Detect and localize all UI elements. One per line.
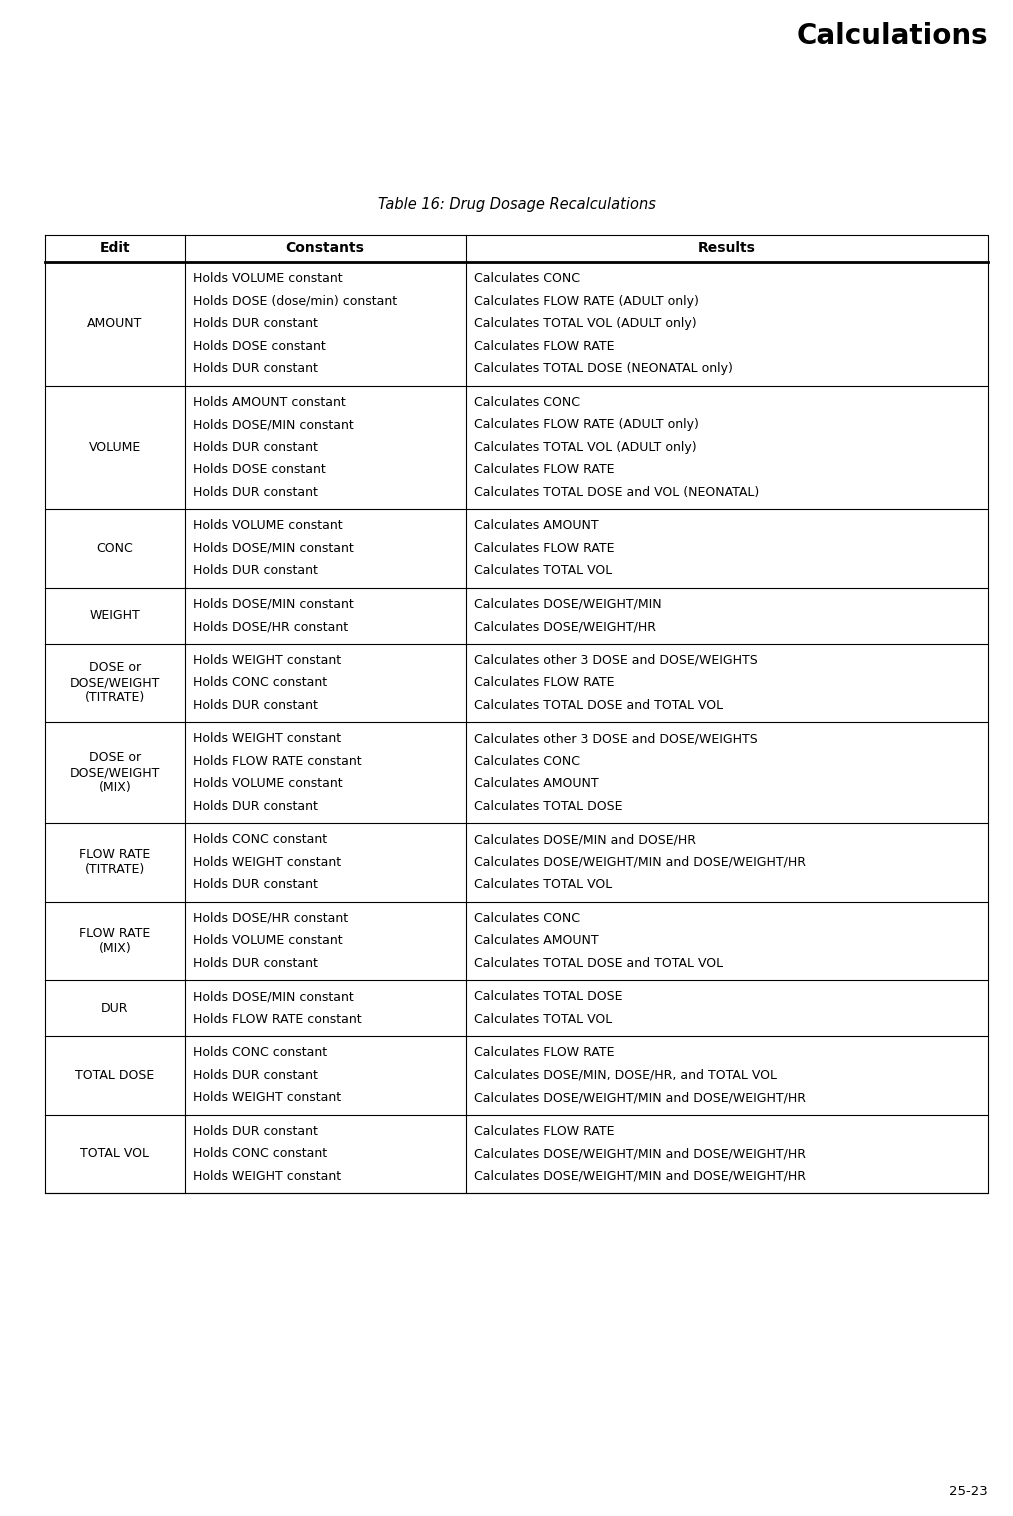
Text: WEIGHT: WEIGHT [89, 609, 140, 622]
Text: 25-23: 25-23 [949, 1486, 988, 1498]
Text: Calculates TOTAL VOL: Calculates TOTAL VOL [474, 1013, 612, 1026]
Text: Calculates other 3 DOSE and DOSE/WEIGHTS: Calculates other 3 DOSE and DOSE/WEIGHTS [474, 653, 758, 667]
Text: Holds DUR constant: Holds DUR constant [192, 441, 317, 453]
Text: Holds DOSE/HR constant: Holds DOSE/HR constant [192, 620, 347, 634]
Text: Calculates DOSE/MIN, DOSE/HR, and TOTAL VOL: Calculates DOSE/MIN, DOSE/HR, and TOTAL … [474, 1069, 777, 1082]
Text: VOLUME: VOLUME [89, 441, 141, 453]
Text: Calculates FLOW RATE: Calculates FLOW RATE [474, 676, 614, 690]
Text: Holds VOLUME constant: Holds VOLUME constant [192, 520, 342, 532]
Text: Holds DUR constant: Holds DUR constant [192, 957, 317, 970]
Text: Holds DUR constant: Holds DUR constant [192, 317, 317, 330]
Text: Holds CONC constant: Holds CONC constant [192, 834, 326, 846]
Text: Holds DUR constant: Holds DUR constant [192, 1125, 317, 1137]
Text: Holds CONC constant: Holds CONC constant [192, 1046, 326, 1060]
Text: Calculates other 3 DOSE and DOSE/WEIGHTS: Calculates other 3 DOSE and DOSE/WEIGHTS [474, 732, 758, 746]
Text: Calculates DOSE/WEIGHT/MIN and DOSE/WEIGHT/HR: Calculates DOSE/WEIGHT/MIN and DOSE/WEIG… [474, 1170, 805, 1182]
Text: Holds DOSE/MIN constant: Holds DOSE/MIN constant [192, 418, 354, 431]
Text: Holds WEIGHT constant: Holds WEIGHT constant [192, 732, 340, 746]
Text: Calculates AMOUNT: Calculates AMOUNT [474, 934, 599, 948]
Text: Holds AMOUNT constant: Holds AMOUNT constant [192, 396, 345, 409]
Text: Calculates FLOW RATE: Calculates FLOW RATE [474, 464, 614, 476]
Text: Calculates DOSE/WEIGHT/MIN and DOSE/WEIGHT/HR: Calculates DOSE/WEIGHT/MIN and DOSE/WEIG… [474, 1092, 805, 1104]
Text: Holds DUR constant: Holds DUR constant [192, 878, 317, 891]
Text: Calculates TOTAL DOSE: Calculates TOTAL DOSE [474, 800, 622, 813]
Text: Calculates TOTAL VOL (ADULT only): Calculates TOTAL VOL (ADULT only) [474, 441, 696, 453]
Text: Holds FLOW RATE constant: Holds FLOW RATE constant [192, 1013, 362, 1026]
Text: Edit: Edit [99, 241, 130, 256]
Text: DOSE or
DOSE/WEIGHT
(MIX): DOSE or DOSE/WEIGHT (MIX) [70, 750, 160, 794]
Text: Calculates CONC: Calculates CONC [474, 273, 579, 285]
Text: Holds DOSE/HR constant: Holds DOSE/HR constant [192, 911, 347, 925]
Text: Calculates TOTAL DOSE and TOTAL VOL: Calculates TOTAL DOSE and TOTAL VOL [474, 957, 722, 970]
Text: Calculates FLOW RATE: Calculates FLOW RATE [474, 1125, 614, 1137]
Text: Calculates TOTAL VOL: Calculates TOTAL VOL [474, 564, 612, 578]
Text: Holds WEIGHT constant: Holds WEIGHT constant [192, 653, 340, 667]
Text: Holds DUR constant: Holds DUR constant [192, 800, 317, 813]
Text: Holds DUR constant: Holds DUR constant [192, 564, 317, 578]
Text: Calculates FLOW RATE: Calculates FLOW RATE [474, 541, 614, 555]
Text: Calculates AMOUNT: Calculates AMOUNT [474, 778, 599, 790]
Text: Holds CONC constant: Holds CONC constant [192, 676, 326, 690]
Text: AMOUNT: AMOUNT [87, 317, 143, 330]
Text: Holds DUR constant: Holds DUR constant [192, 699, 317, 711]
Text: Calculates TOTAL DOSE and TOTAL VOL: Calculates TOTAL DOSE and TOTAL VOL [474, 699, 722, 711]
Text: Holds DOSE constant: Holds DOSE constant [192, 340, 325, 353]
Text: Calculates CONC: Calculates CONC [474, 755, 579, 767]
Text: FLOW RATE
(TITRATE): FLOW RATE (TITRATE) [79, 849, 150, 876]
Text: Calculates DOSE/WEIGHT/HR: Calculates DOSE/WEIGHT/HR [474, 620, 655, 634]
Text: Holds CONC constant: Holds CONC constant [192, 1148, 326, 1160]
Text: Calculates DOSE/WEIGHT/MIN and DOSE/WEIGHT/HR: Calculates DOSE/WEIGHT/MIN and DOSE/WEIG… [474, 855, 805, 869]
Text: Results: Results [698, 241, 756, 256]
Text: Holds DUR constant: Holds DUR constant [192, 1069, 317, 1082]
Text: Calculates DOSE/MIN and DOSE/HR: Calculates DOSE/MIN and DOSE/HR [474, 834, 696, 846]
Text: Holds DOSE (dose/min) constant: Holds DOSE (dose/min) constant [192, 294, 397, 308]
Text: Constants: Constants [286, 241, 365, 256]
Text: Calculates FLOW RATE (ADULT only): Calculates FLOW RATE (ADULT only) [474, 418, 698, 431]
Text: Calculates AMOUNT: Calculates AMOUNT [474, 520, 599, 532]
Text: TOTAL VOL: TOTAL VOL [80, 1148, 149, 1160]
Text: Table 16: Drug Dosage Recalculations: Table 16: Drug Dosage Recalculations [378, 197, 655, 212]
Text: Calculations: Calculations [796, 23, 988, 50]
Text: Holds DOSE/MIN constant: Holds DOSE/MIN constant [192, 541, 354, 555]
Text: Holds WEIGHT constant: Holds WEIGHT constant [192, 1092, 340, 1104]
Text: CONC: CONC [96, 541, 133, 555]
Text: Holds DUR constant: Holds DUR constant [192, 362, 317, 376]
Text: Calculates TOTAL VOL (ADULT only): Calculates TOTAL VOL (ADULT only) [474, 317, 696, 330]
Text: Calculates FLOW RATE (ADULT only): Calculates FLOW RATE (ADULT only) [474, 294, 698, 308]
Text: Calculates TOTAL DOSE (NEONATAL only): Calculates TOTAL DOSE (NEONATAL only) [474, 362, 732, 376]
Text: Calculates DOSE/WEIGHT/MIN and DOSE/WEIGHT/HR: Calculates DOSE/WEIGHT/MIN and DOSE/WEIG… [474, 1148, 805, 1160]
Text: Holds WEIGHT constant: Holds WEIGHT constant [192, 855, 340, 869]
Text: DOSE or
DOSE/WEIGHT
(TITRATE): DOSE or DOSE/WEIGHT (TITRATE) [70, 661, 160, 705]
Text: Calculates CONC: Calculates CONC [474, 396, 579, 409]
Text: DUR: DUR [101, 1002, 129, 1014]
Text: Calculates FLOW RATE: Calculates FLOW RATE [474, 1046, 614, 1060]
Text: Holds DUR constant: Holds DUR constant [192, 485, 317, 499]
Text: Calculates TOTAL DOSE and VOL (NEONATAL): Calculates TOTAL DOSE and VOL (NEONATAL) [474, 485, 759, 499]
Text: Calculates TOTAL DOSE: Calculates TOTAL DOSE [474, 990, 622, 1004]
Text: Holds DOSE constant: Holds DOSE constant [192, 464, 325, 476]
Text: Calculates CONC: Calculates CONC [474, 911, 579, 925]
Text: Holds FLOW RATE constant: Holds FLOW RATE constant [192, 755, 362, 767]
Text: Calculates TOTAL VOL: Calculates TOTAL VOL [474, 878, 612, 891]
Text: Holds WEIGHT constant: Holds WEIGHT constant [192, 1170, 340, 1182]
Text: Holds VOLUME constant: Holds VOLUME constant [192, 778, 342, 790]
Text: Holds VOLUME constant: Holds VOLUME constant [192, 273, 342, 285]
Text: FLOW RATE
(MIX): FLOW RATE (MIX) [79, 926, 150, 955]
Text: Calculates FLOW RATE: Calculates FLOW RATE [474, 340, 614, 353]
Text: Holds DOSE/MIN constant: Holds DOSE/MIN constant [192, 597, 354, 611]
Text: Calculates DOSE/WEIGHT/MIN: Calculates DOSE/WEIGHT/MIN [474, 597, 661, 611]
Text: Holds DOSE/MIN constant: Holds DOSE/MIN constant [192, 990, 354, 1004]
Text: TOTAL DOSE: TOTAL DOSE [75, 1069, 154, 1082]
Text: Holds VOLUME constant: Holds VOLUME constant [192, 934, 342, 948]
